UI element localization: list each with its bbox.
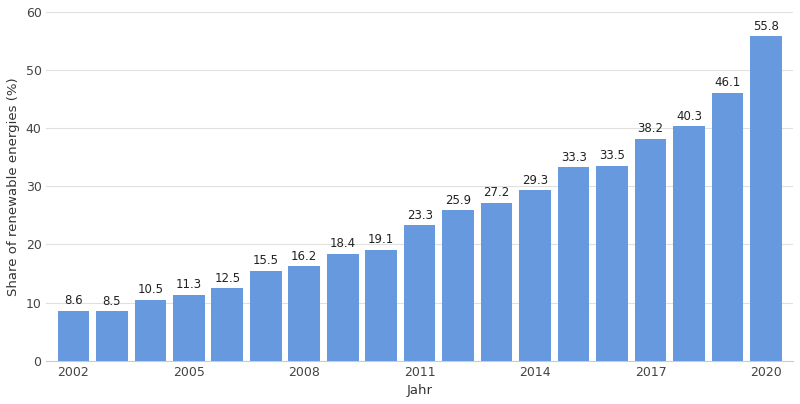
Text: 29.3: 29.3 — [522, 174, 548, 187]
Bar — [96, 311, 127, 361]
Text: 27.2: 27.2 — [483, 186, 510, 199]
Text: 40.3: 40.3 — [676, 110, 702, 123]
Bar — [404, 225, 435, 361]
Bar — [750, 36, 782, 361]
Bar — [58, 311, 89, 361]
X-axis label: Jahr: Jahr — [406, 384, 433, 397]
Text: 11.3: 11.3 — [176, 278, 202, 291]
Bar — [519, 190, 551, 361]
Text: 12.5: 12.5 — [214, 271, 240, 284]
Text: 25.9: 25.9 — [445, 194, 471, 206]
Bar — [289, 267, 320, 361]
Bar — [712, 93, 743, 361]
Text: 38.2: 38.2 — [638, 122, 664, 135]
Text: 23.3: 23.3 — [406, 209, 433, 222]
Text: 55.8: 55.8 — [753, 20, 779, 33]
Text: 15.5: 15.5 — [253, 254, 278, 267]
Text: 19.1: 19.1 — [368, 233, 394, 246]
Bar — [173, 295, 205, 361]
Text: 33.5: 33.5 — [599, 149, 625, 162]
Bar — [327, 254, 358, 361]
Bar — [250, 271, 282, 361]
Text: 8.6: 8.6 — [64, 294, 82, 307]
Text: 18.4: 18.4 — [330, 237, 356, 250]
Text: 10.5: 10.5 — [138, 283, 163, 296]
Text: 46.1: 46.1 — [714, 76, 741, 89]
Bar — [211, 288, 243, 361]
Bar — [134, 300, 166, 361]
Text: 8.5: 8.5 — [102, 295, 121, 308]
Bar — [558, 167, 590, 361]
Text: 33.3: 33.3 — [561, 151, 586, 164]
Y-axis label: Share of renewable energies (%): Share of renewable energies (%) — [7, 77, 20, 296]
Bar — [442, 210, 474, 361]
Bar — [635, 139, 666, 361]
Bar — [366, 250, 397, 361]
Bar — [674, 126, 705, 361]
Bar — [596, 166, 628, 361]
Text: 16.2: 16.2 — [291, 250, 318, 263]
Bar — [481, 202, 513, 361]
